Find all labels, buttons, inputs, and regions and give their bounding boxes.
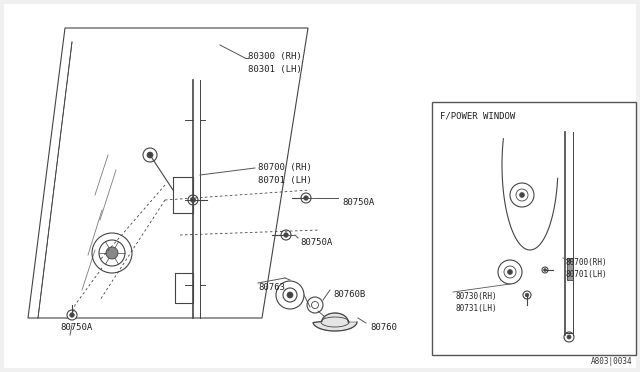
Circle shape [504,266,516,278]
Circle shape [283,288,297,302]
Text: 80700 (RH): 80700 (RH) [258,163,312,172]
Circle shape [520,192,525,198]
Text: 80301 (LH): 80301 (LH) [248,65,301,74]
Circle shape [188,195,198,205]
Text: 80701 (LH): 80701 (LH) [258,176,312,185]
Circle shape [307,297,323,313]
FancyBboxPatch shape [567,258,573,280]
Text: 80750A: 80750A [300,238,332,247]
Circle shape [191,198,195,202]
Circle shape [99,240,125,266]
Circle shape [525,293,529,297]
Text: A803|0034: A803|0034 [590,357,632,366]
Text: F/POWER WINDOW: F/POWER WINDOW [440,112,515,121]
Circle shape [510,183,534,207]
Text: 80700(RH): 80700(RH) [565,258,607,267]
Text: 80701(LH): 80701(LH) [565,270,607,279]
Circle shape [284,233,288,237]
Polygon shape [432,102,636,355]
Text: 80763: 80763 [258,283,285,292]
Circle shape [564,332,574,342]
Circle shape [287,292,293,298]
Circle shape [516,189,528,201]
Circle shape [312,301,319,308]
Circle shape [143,148,157,162]
Text: 80750A: 80750A [60,323,92,332]
Circle shape [92,233,132,273]
Circle shape [542,267,548,273]
Polygon shape [313,313,357,331]
Circle shape [304,196,308,200]
Text: 80750A: 80750A [342,198,374,207]
Circle shape [498,260,522,284]
Circle shape [147,152,153,158]
Circle shape [281,230,291,240]
Text: 80730(RH): 80730(RH) [455,292,497,301]
Circle shape [301,193,311,203]
Text: 80731(LH): 80731(LH) [455,304,497,313]
Circle shape [106,247,118,259]
Circle shape [523,291,531,299]
Text: 80300 (RH): 80300 (RH) [248,52,301,61]
Circle shape [567,335,571,339]
Text: 80760: 80760 [370,323,397,332]
Text: 80760B: 80760B [333,290,365,299]
Circle shape [70,313,74,317]
Circle shape [543,269,547,271]
Circle shape [67,310,77,320]
Circle shape [276,281,304,309]
FancyBboxPatch shape [4,4,636,368]
Circle shape [508,269,513,275]
